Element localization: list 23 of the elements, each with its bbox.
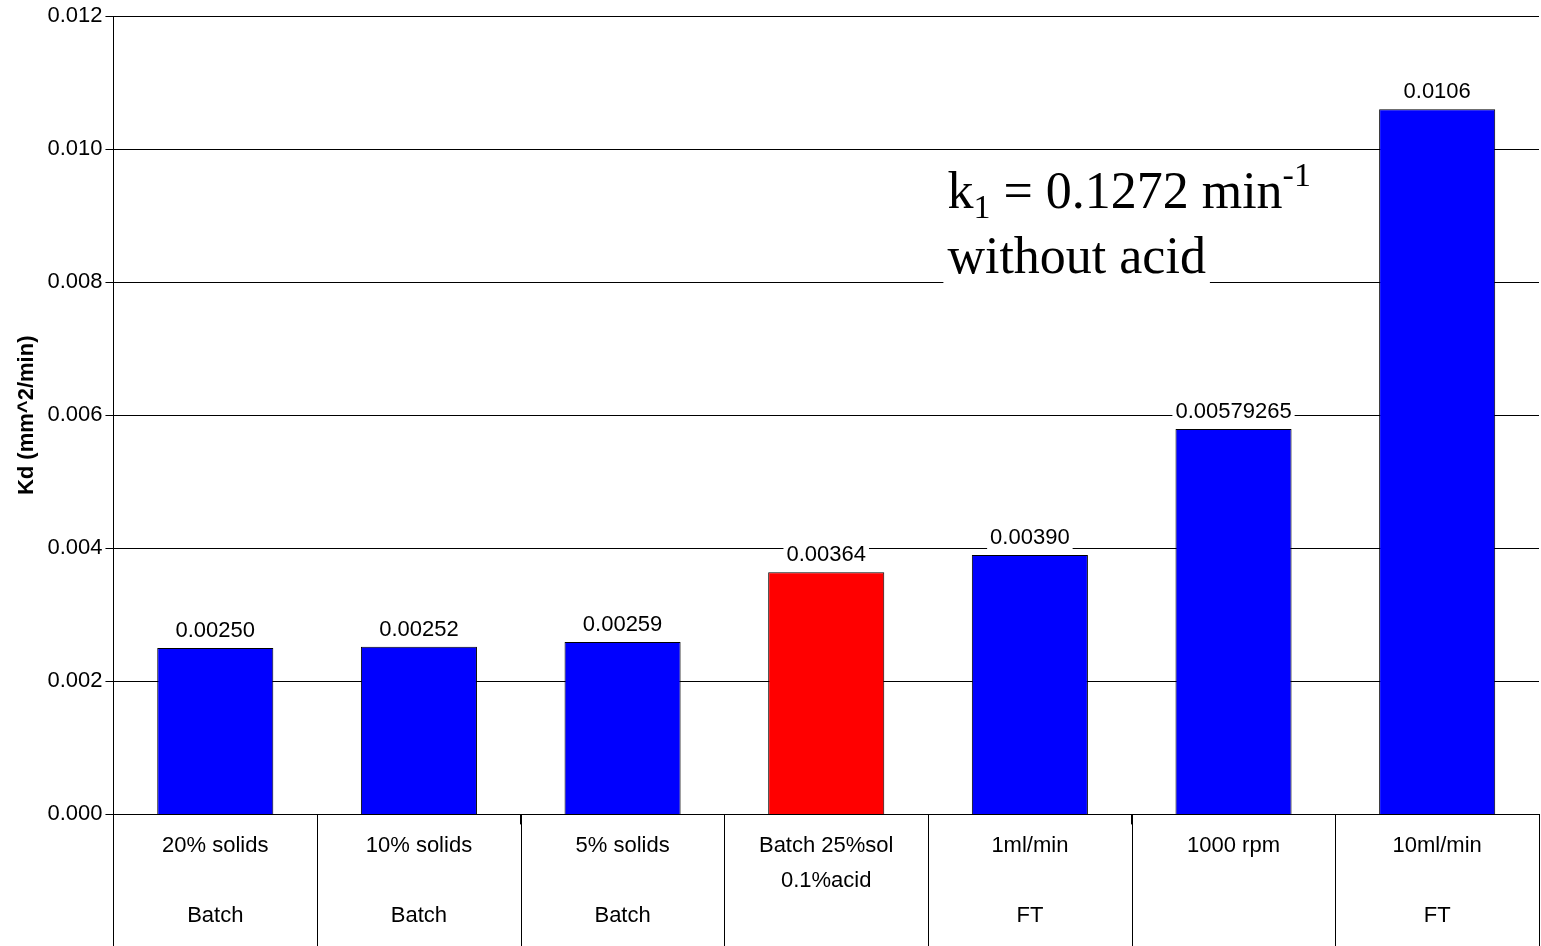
y-tick-label: 0.008 (47, 268, 103, 294)
data-label: 0.00364 (786, 541, 866, 567)
data-label: 0.00259 (582, 611, 663, 637)
category-label: 5% solids Batch (575, 832, 670, 928)
y-tick-label: 0.006 (47, 401, 103, 427)
data-label: 0.00250 (175, 617, 256, 643)
data-label: 0.0106 (1403, 78, 1471, 104)
x-tick-label: 1000 rpm (1187, 832, 1280, 858)
data-label: 0.00579265 (1175, 398, 1292, 424)
y-tick-label: 0.000 (47, 800, 103, 826)
y-axis-title: Kd (mm^2/min) (13, 335, 39, 496)
data-label: 0.00252 (379, 615, 459, 641)
y-tick-label: 0.004 (47, 534, 103, 560)
y-tick-label: 0.010 (47, 135, 103, 161)
data-label: 0.00390 (990, 524, 1070, 550)
category-label: 20% solids Batch (162, 832, 269, 928)
y-tick-label: 0.012 (47, 2, 103, 28)
category-label: 10% solids Batch (365, 832, 473, 928)
category-label: 1ml/min FT (991, 832, 1069, 928)
y-tick-label: 0.002 (47, 667, 103, 693)
annotation: without acid (947, 227, 1206, 285)
x-tick-label: Batch 25%sol 0.1%acid (758, 832, 894, 893)
category-label: 10ml/min FT (1392, 832, 1482, 928)
